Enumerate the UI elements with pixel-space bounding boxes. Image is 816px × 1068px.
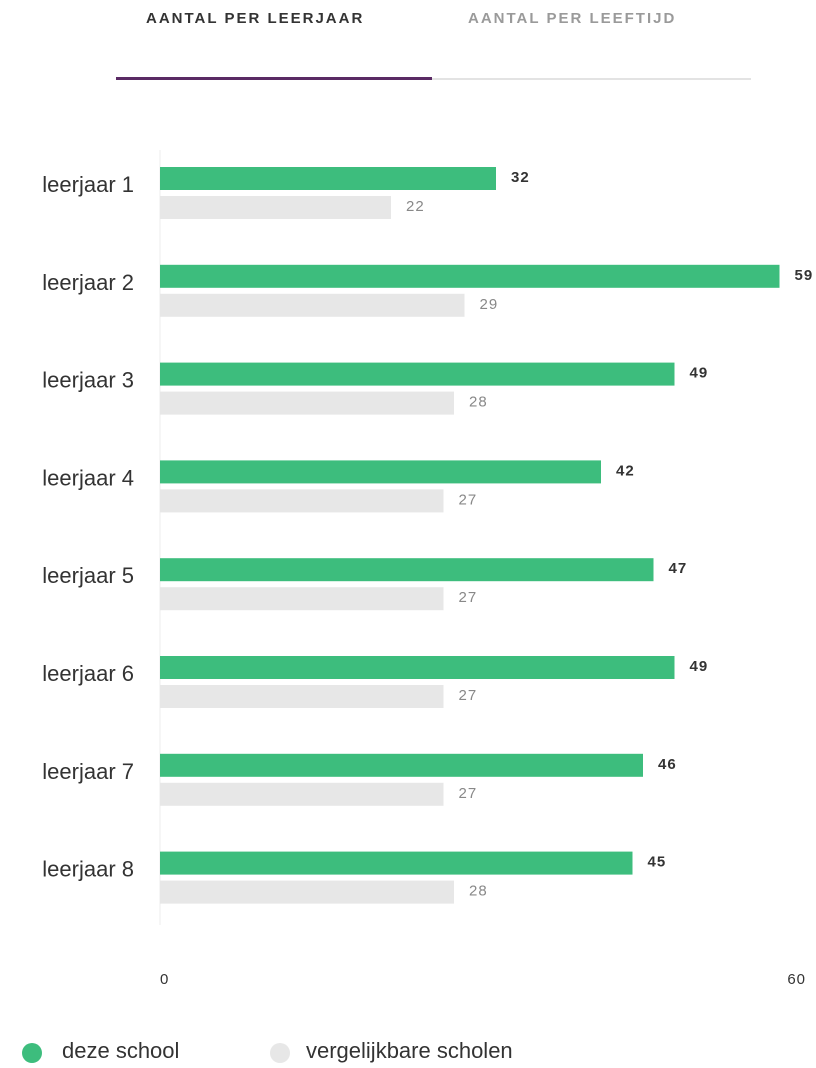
bar-vergelijkbare-scholen: [160, 391, 454, 415]
category-label: leerjaar 5: [42, 563, 134, 588]
bar-deze-school: [160, 558, 654, 582]
bar-vergelijkbare-scholen: [160, 293, 465, 317]
data-label: 22: [406, 198, 425, 215]
data-label: 49: [690, 658, 709, 675]
data-label: 29: [480, 296, 499, 313]
x-tick-label: 60: [787, 971, 806, 988]
bar-vergelijkbare-scholen: [160, 880, 454, 904]
bar-deze-school: [160, 167, 496, 190]
bar-chart: leerjaar 1 32 22 leerjaar 2 59 29 leerjaar 3 49…: [42, 150, 814, 988]
data-label: 42: [616, 462, 635, 479]
category-label: leerjaar 6: [42, 661, 134, 686]
bar-vergelijkbare-scholen: [160, 489, 444, 513]
data-label: 59: [795, 267, 814, 284]
data-label: 46: [658, 756, 677, 773]
category-label: leerjaar 7: [42, 759, 134, 784]
bar-deze-school: [160, 460, 601, 484]
active-tab-indicator: [116, 77, 432, 80]
data-label: 27: [459, 785, 478, 802]
bar-deze-school: [160, 753, 643, 777]
bar-deze-school: [160, 264, 780, 288]
tab-track: [116, 78, 751, 80]
grey-dot-icon: [270, 1043, 290, 1063]
x-tick-label: 0: [160, 971, 169, 988]
data-label: 49: [690, 365, 709, 382]
bar-deze-school: [160, 851, 633, 875]
data-label: 27: [459, 491, 478, 508]
bar-vergelijkbare-scholen: [160, 685, 444, 708]
data-label: 28: [469, 394, 488, 411]
data-label: 27: [459, 687, 478, 704]
category-label: leerjaar 3: [42, 368, 134, 393]
bar-deze-school: [160, 656, 675, 679]
tab-aantal-per-leerjaar[interactable]: AANTAL PER LEERJAAR: [146, 10, 365, 27]
legend-label: deze school: [62, 1038, 180, 1063]
bar-vergelijkbare-scholen: [160, 196, 391, 219]
data-label: 28: [469, 883, 488, 900]
green-dot-icon: [22, 1043, 42, 1063]
bar-vergelijkbare-scholen: [160, 587, 444, 611]
bar-vergelijkbare-scholen: [160, 782, 444, 806]
category-label: leerjaar 1: [42, 172, 134, 197]
legend-label: vergelijkbare scholen: [306, 1038, 513, 1063]
data-label: 27: [459, 589, 478, 606]
data-label: 47: [669, 560, 688, 577]
category-label: leerjaar 4: [42, 465, 134, 490]
data-label: 45: [648, 854, 667, 871]
tab-aantal-per-leeftijd[interactable]: AANTAL PER LEEFTIJD: [468, 10, 677, 27]
category-label: leerjaar 2: [42, 270, 134, 295]
data-label: 32: [511, 169, 530, 186]
bar-deze-school: [160, 362, 675, 386]
category-label: leerjaar 8: [42, 857, 134, 882]
tab-bar: AANTAL PER LEERJAAR AANTAL PER LEEFTIJD: [0, 0, 816, 90]
